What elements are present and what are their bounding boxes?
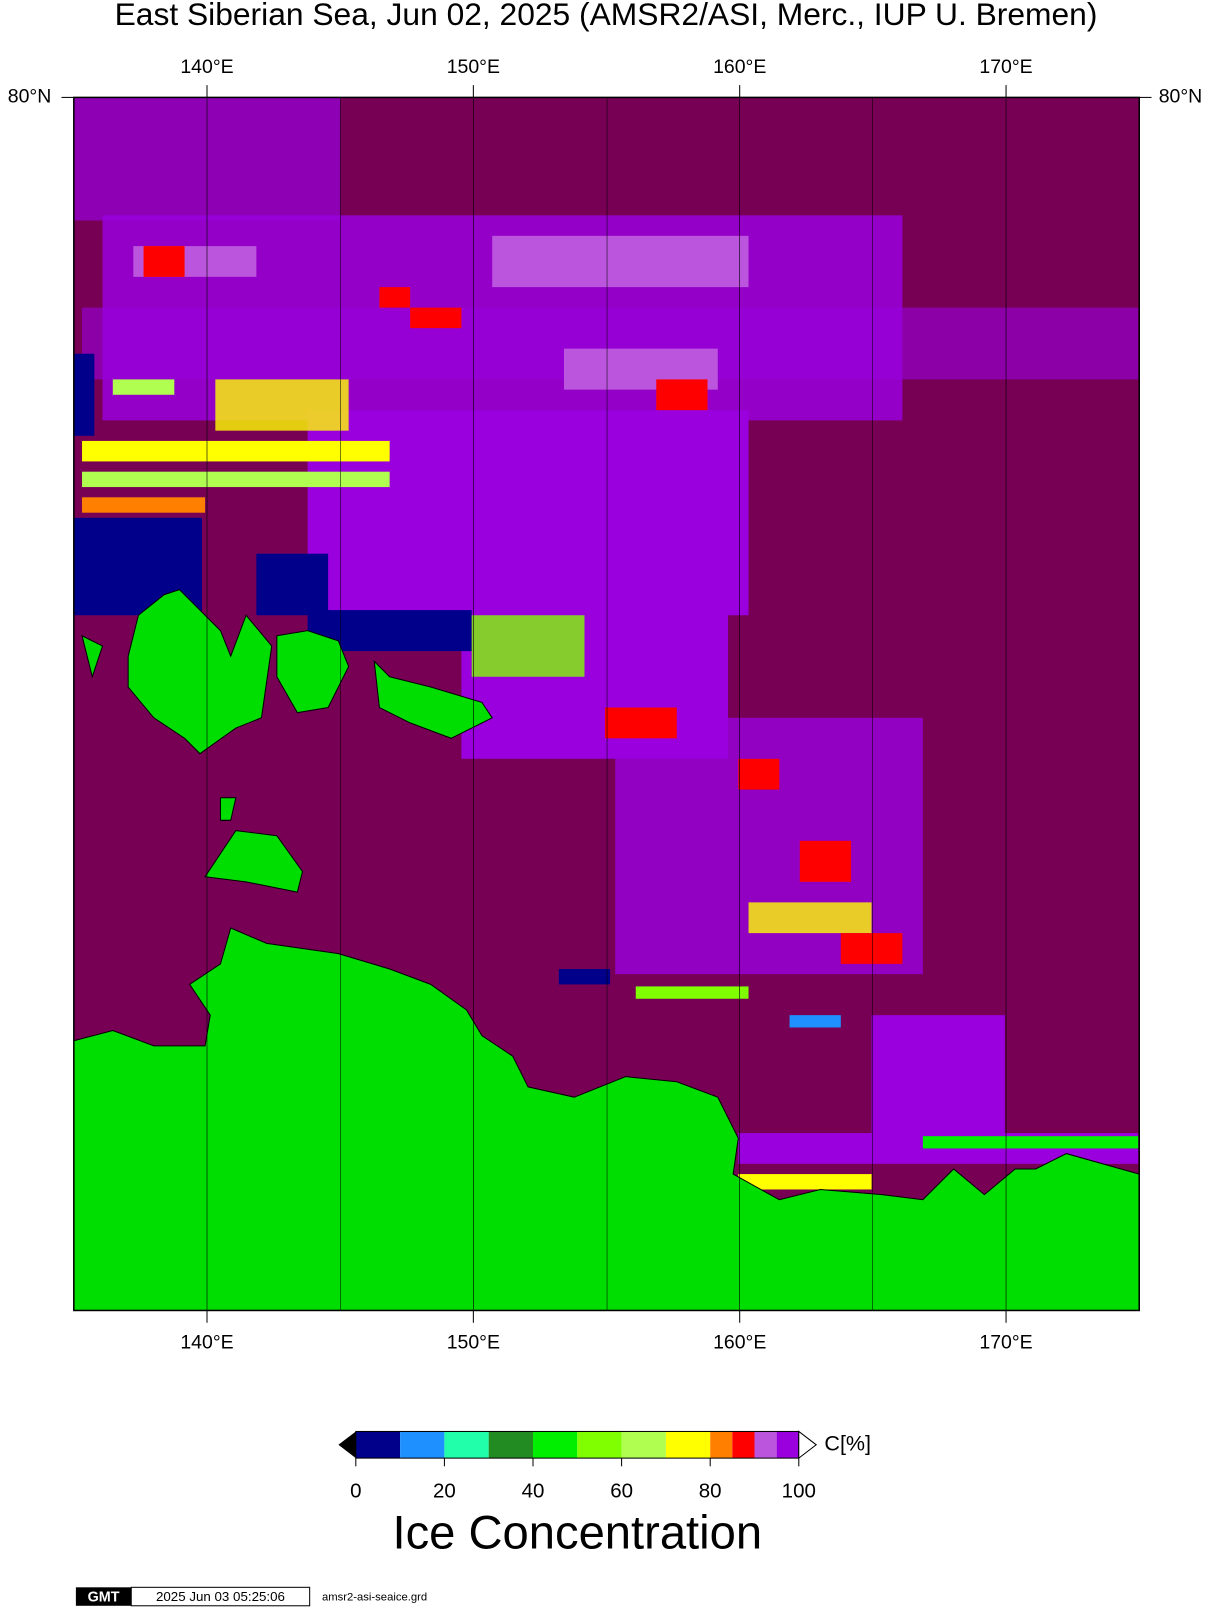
lon-label: 160°E (713, 56, 766, 78)
graticule (340, 97, 873, 1311)
colorbar-swatch (754, 1431, 777, 1459)
colorbar: 0 20 40 60 80 100 C[%] Ice Concentration (338, 1430, 871, 1559)
colorbar-tick-label: 40 (522, 1479, 545, 1502)
colorbar-tick-label: 80 (699, 1479, 722, 1502)
logo-box (75, 1587, 132, 1606)
colorbar-unit: C[%] (824, 1431, 871, 1455)
lat-label: 80°N (1159, 86, 1203, 108)
title: East Siberian Sea, Jun 02, 2025 (AMSR2/A… (115, 0, 1098, 32)
file-name: amsr2-asi-seaice.grd (322, 1592, 427, 1604)
ice-streaks (73, 246, 1139, 1190)
colorbar-over (798, 1430, 818, 1460)
lon-label: 150°E (447, 56, 500, 78)
lon-label: 170°E (979, 1331, 1032, 1353)
lon-label: 140°E (180, 56, 233, 78)
colorbar-swatch (776, 1431, 799, 1459)
timestamp-box (130, 1586, 311, 1607)
colorbar-swatch (732, 1431, 755, 1459)
map: 80°N 80°N 140°E 140°E 150°E 150°E 160°E 160°E… (8, 56, 1202, 1354)
lon-label: 150°E (447, 1331, 500, 1353)
colorbar-swatch (533, 1431, 578, 1459)
colorbar-tick-label: 0 (350, 1479, 361, 1502)
colorbar-swatch (577, 1431, 622, 1459)
colorbar-swatch (400, 1431, 445, 1459)
colorbar-tick-label: 100 (782, 1479, 816, 1502)
lon-label: 160°E (713, 1331, 766, 1353)
lon-label: 140°E (180, 1331, 233, 1353)
colorbar-swatch (665, 1431, 711, 1459)
footer: GMT 2025 Jun 03 05:25:06 amsr2-asi-seaic… (75, 1586, 427, 1607)
lon-label: 170°E (979, 56, 1032, 78)
ice-field (73, 97, 1139, 1164)
colorbar-swatch (621, 1431, 666, 1459)
lat-label: 80°N (8, 86, 52, 108)
colorbar-under (338, 1431, 356, 1459)
colorbar-swatch (710, 1431, 733, 1459)
colorbar-swatch (488, 1431, 534, 1459)
map-frame (73, 96, 1140, 1312)
timestamp: 2025 Jun 03 05:25:06 (156, 1589, 285, 1604)
colorbar-swatch (355, 1431, 401, 1459)
logo: GMT (88, 1589, 120, 1605)
colorbar-swatch (444, 1431, 489, 1459)
colorbar-tick-label: 60 (610, 1479, 633, 1502)
colorbar-title: Ice Concentration (392, 1506, 762, 1559)
colorbar-tick-label: 20 (433, 1479, 456, 1502)
